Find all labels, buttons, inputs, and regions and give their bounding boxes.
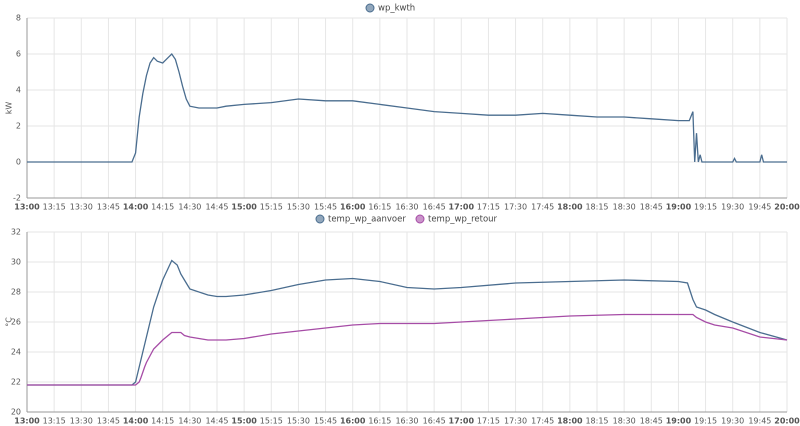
- x-tick-label: 13:15: [43, 417, 66, 426]
- x-tick-label: 19:15: [694, 417, 717, 426]
- y-tick-label: 22: [11, 378, 21, 387]
- y-tick-label: 26: [11, 318, 21, 327]
- legend-label: wp_kwth: [378, 4, 415, 14]
- x-tick-label: 15:15: [260, 203, 283, 212]
- x-tick-label: 16:45: [423, 417, 446, 426]
- y-tick-label: 32: [11, 228, 21, 237]
- x-tick-label: 16:15: [368, 203, 391, 212]
- x-tick-label: 17:00: [449, 203, 475, 212]
- x-tick-label: 18:15: [585, 417, 608, 426]
- x-tick-label: 15:00: [231, 417, 257, 426]
- x-tick-label: 19:30: [721, 417, 744, 426]
- x-tick-label: 14:15: [151, 417, 174, 426]
- x-tick-label: 16:00: [340, 417, 366, 426]
- x-tick-label: 17:45: [531, 203, 554, 212]
- x-tick-label: 15:30: [287, 417, 310, 426]
- y-tick-label: 4: [16, 86, 21, 95]
- x-tick-label: 16:30: [395, 417, 418, 426]
- x-tick-label: 16:00: [340, 203, 366, 212]
- series-line: [27, 52, 787, 163]
- x-tick-label: 17:30: [504, 417, 527, 426]
- y-axis-label: kW: [5, 102, 14, 115]
- legend-marker: [365, 3, 375, 13]
- x-tick-label: 17:30: [504, 203, 527, 212]
- x-tick-label: 20:00: [774, 417, 800, 426]
- series-line: [27, 313, 788, 386]
- x-tick-label: 18:30: [613, 203, 636, 212]
- x-tick-label: 16:45: [423, 203, 446, 212]
- x-tick-label: 18:00: [557, 417, 583, 426]
- x-tick-label: 19:15: [694, 203, 717, 212]
- x-tick-label: 13:00: [14, 417, 40, 426]
- x-tick-label: 14:30: [178, 203, 201, 212]
- x-tick-label: 17:15: [477, 417, 500, 426]
- y-tick-label: 0: [16, 158, 21, 167]
- x-tick-label: 19:00: [666, 203, 692, 212]
- x-tick-label: 13:30: [70, 203, 93, 212]
- y-axis-label: °C: [5, 317, 14, 327]
- x-tick-label: 17:00: [449, 417, 475, 426]
- legend-marker: [415, 214, 425, 224]
- x-tick-label: 15:45: [314, 417, 337, 426]
- x-tick-label: 15:45: [314, 203, 337, 212]
- x-tick-label: 13:45: [97, 203, 120, 212]
- y-tick-label: 2: [16, 122, 21, 131]
- legend-label: temp_wp_retour: [428, 215, 498, 225]
- x-tick-label: 14:30: [178, 417, 201, 426]
- x-tick-label: 14:45: [205, 203, 228, 212]
- x-tick-label: 14:00: [123, 203, 149, 212]
- y-tick-label: -2: [13, 194, 21, 203]
- x-tick-label: 14:00: [123, 417, 149, 426]
- y-tick-label: 20: [11, 408, 21, 417]
- y-tick-label: 6: [16, 50, 21, 59]
- y-tick-label: 24: [11, 348, 21, 357]
- x-tick-label: 13:45: [97, 417, 120, 426]
- x-tick-label: 15:15: [260, 417, 283, 426]
- x-tick-label: 13:30: [70, 417, 93, 426]
- x-tick-label: 18:00: [557, 203, 583, 212]
- y-tick-label: 8: [16, 14, 21, 23]
- y-tick-label: 28: [11, 288, 21, 297]
- x-tick-label: 15:30: [287, 203, 310, 212]
- legend-marker: [315, 214, 325, 224]
- x-tick-label: 18:45: [640, 417, 663, 426]
- x-tick-label: 14:45: [205, 417, 228, 426]
- x-tick-label: 19:45: [748, 417, 771, 426]
- x-tick-label: 18:30: [613, 417, 636, 426]
- x-tick-label: 16:15: [368, 417, 391, 426]
- x-tick-label: 19:30: [721, 203, 744, 212]
- x-tick-label: 18:15: [585, 203, 608, 212]
- y-tick-label: 30: [11, 258, 21, 267]
- x-tick-label: 14:15: [151, 203, 174, 212]
- x-tick-label: 20:00: [774, 203, 800, 212]
- x-tick-label: 15:00: [231, 203, 257, 212]
- x-tick-label: 19:00: [666, 417, 692, 426]
- x-tick-label: 18:45: [640, 203, 663, 212]
- x-tick-label: 13:15: [43, 203, 66, 212]
- x-tick-label: 17:45: [531, 417, 554, 426]
- x-tick-label: 19:45: [748, 203, 771, 212]
- legend-label: temp_wp_aanvoer: [328, 215, 406, 225]
- series-line: [27, 259, 788, 386]
- x-tick-label: 13:00: [14, 203, 40, 212]
- x-tick-label: 17:15: [477, 203, 500, 212]
- x-tick-label: 16:30: [395, 203, 418, 212]
